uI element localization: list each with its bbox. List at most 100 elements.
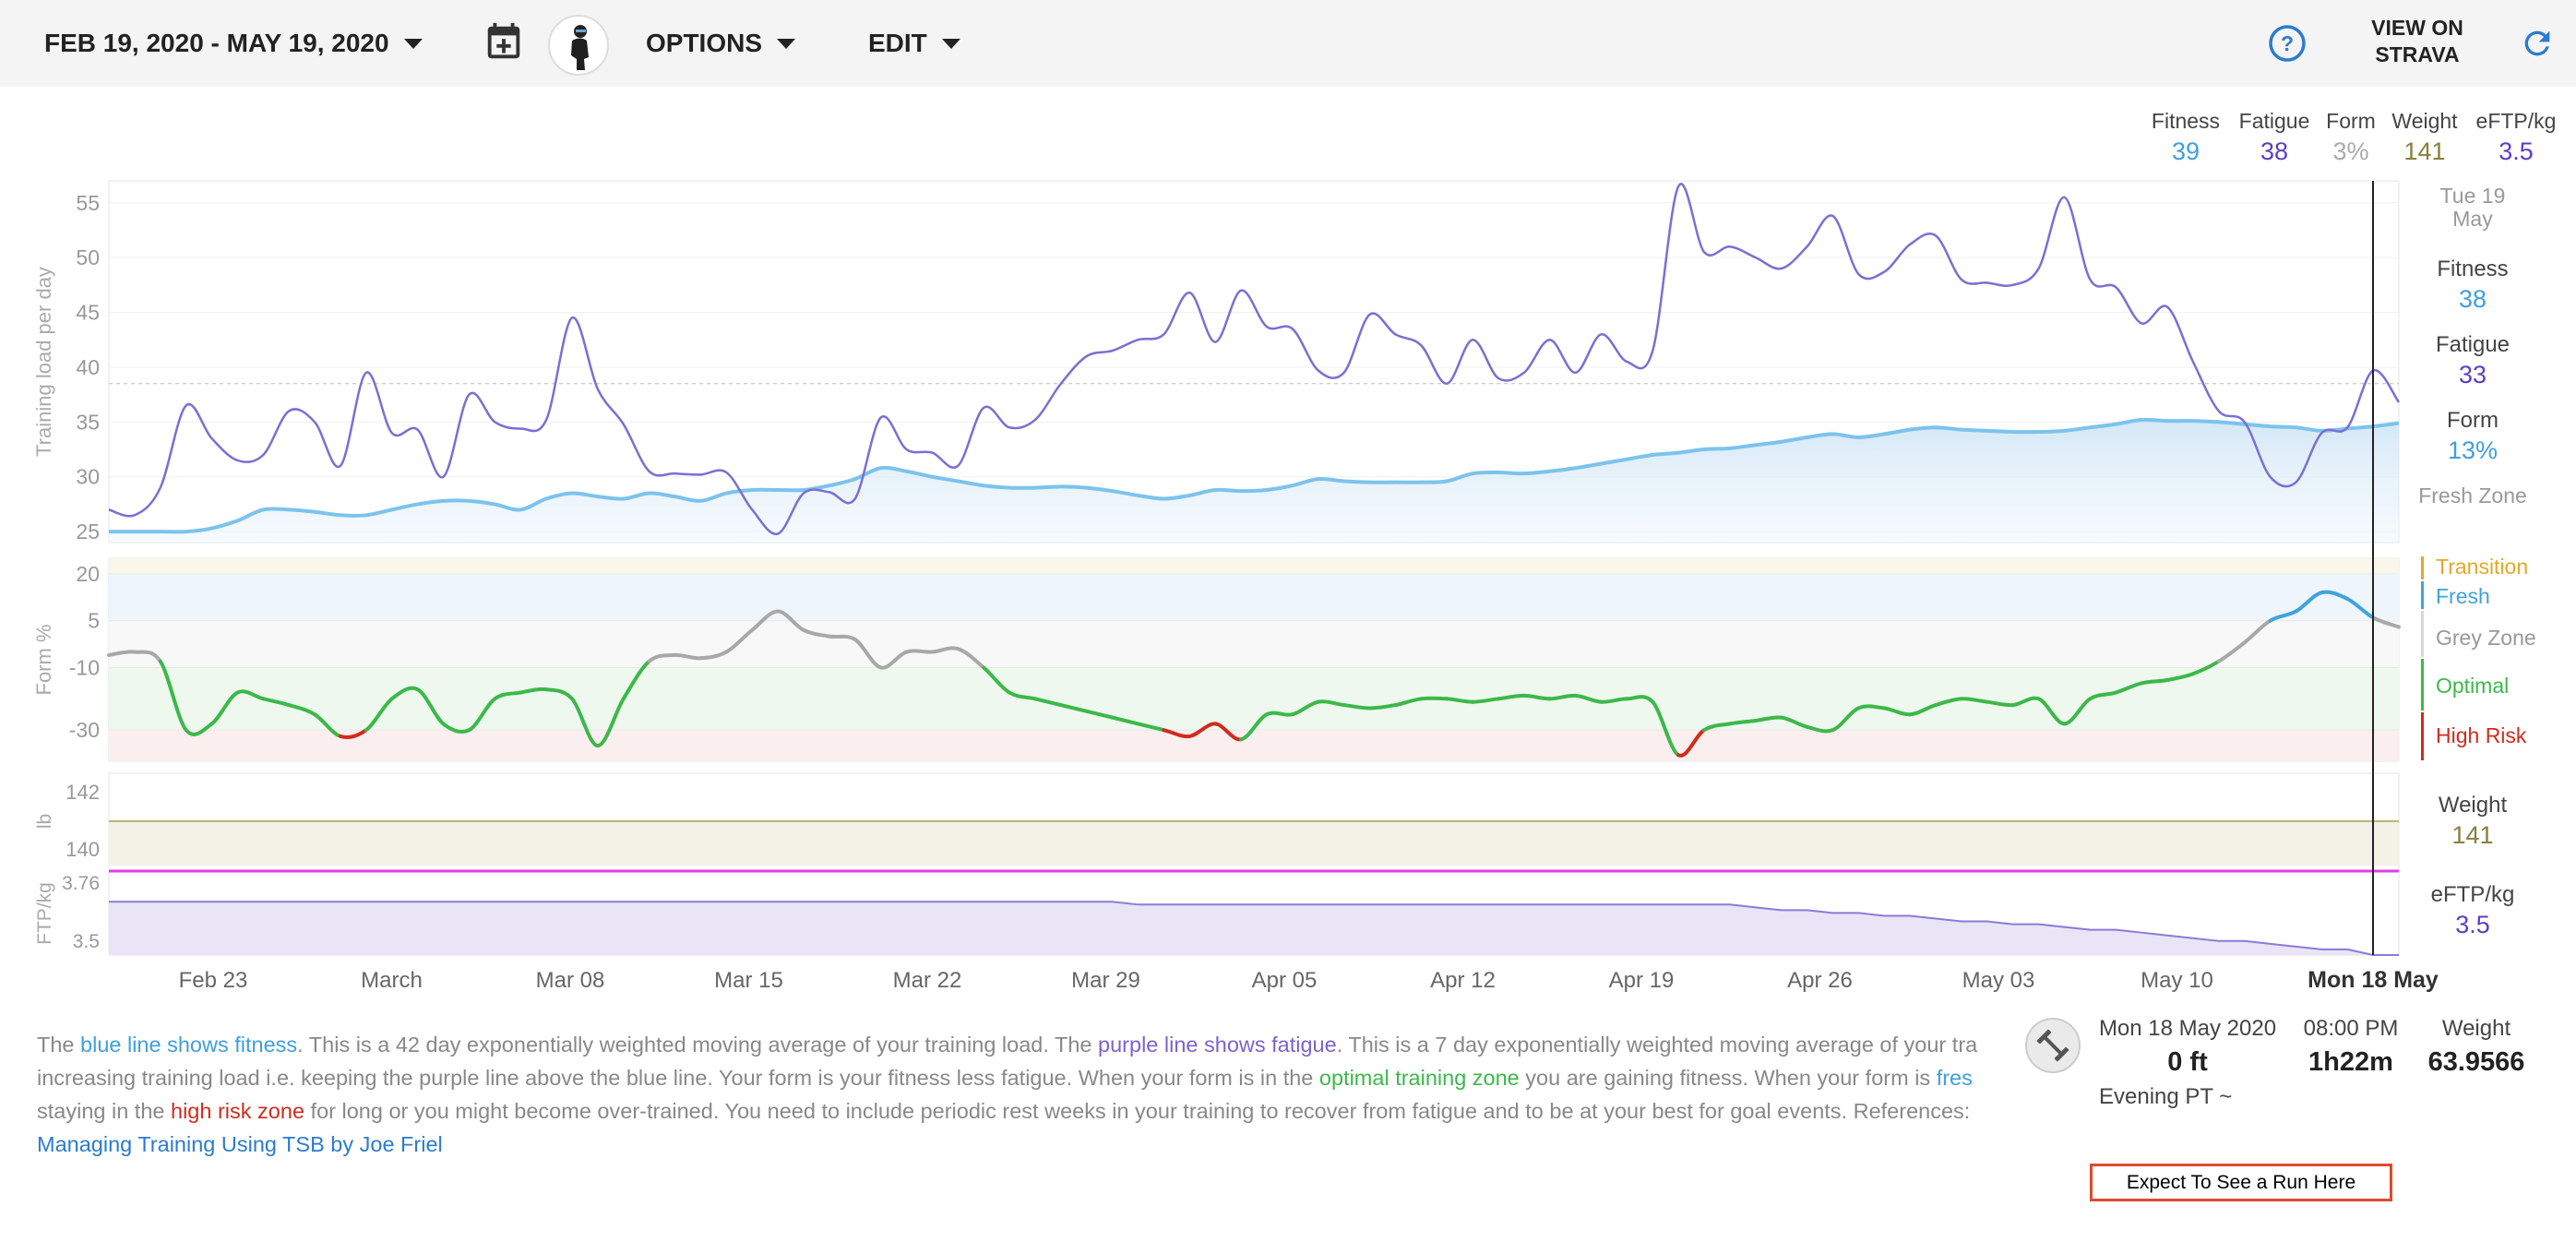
weight-tick-label: 142 bbox=[66, 781, 100, 804]
form-series-segment bbox=[2371, 615, 2401, 629]
description-text: for long or you might become over-traine… bbox=[304, 1099, 1971, 1123]
form-series-segment bbox=[2088, 690, 2118, 701]
form-series-segment bbox=[1187, 722, 1218, 738]
form-series-segment bbox=[750, 609, 781, 632]
description-text: The bbox=[37, 1033, 81, 1057]
form-series-segment bbox=[261, 697, 292, 708]
x-tick-label: Feb 23 bbox=[179, 968, 248, 993]
side-form-label: Form bbox=[2447, 408, 2498, 433]
load-tick-label: 25 bbox=[76, 520, 100, 543]
form-series-segment bbox=[1779, 715, 1809, 729]
side-weight-label: Weight bbox=[2439, 793, 2508, 818]
form-series-segment bbox=[878, 650, 909, 670]
side-weight-value: 141 bbox=[2451, 821, 2493, 849]
form-series-segment bbox=[1393, 697, 1424, 708]
form-tick-label: 20 bbox=[76, 562, 100, 586]
zone-grey-label: Grey Zone bbox=[2436, 626, 2536, 650]
load-tick-label: 35 bbox=[76, 410, 100, 434]
form-series-segment bbox=[1985, 699, 2015, 708]
activity-time-block: 08:00 PM 1h22m bbox=[2300, 1016, 2402, 1078]
load-tick-label: 55 bbox=[76, 191, 100, 215]
expect-run-button[interactable]: Expect To See a Run Here bbox=[2090, 1164, 2392, 1201]
form-series-segment bbox=[2345, 597, 2376, 620]
side-eftp-value: 3.5 bbox=[2455, 911, 2490, 938]
form-series-segment bbox=[1213, 722, 1244, 742]
form-series-segment bbox=[389, 686, 420, 701]
edit-dropdown[interactable]: EDIT bbox=[868, 0, 960, 87]
form-zone-band bbox=[109, 667, 2399, 731]
dumbbell-icon bbox=[2025, 1018, 2081, 1073]
form-series-segment bbox=[724, 627, 755, 654]
form-series-segment bbox=[621, 659, 651, 701]
options-dropdown[interactable]: OPTIONS bbox=[646, 0, 796, 87]
high-risk-zone-text: high risk zone bbox=[171, 1099, 305, 1123]
form-series-segment bbox=[1008, 690, 1037, 701]
description-line-1: The blue line shows fitness. This is a 4… bbox=[37, 1028, 2002, 1061]
joe-friel-link[interactable]: Managing Training Using TSB by Joe Friel bbox=[37, 1132, 443, 1156]
form-series-segment bbox=[544, 687, 574, 701]
ftp-tick-label: 3.5 bbox=[73, 931, 100, 952]
date-range-label: FEB 19, 2020 - MAY 19, 2020 bbox=[44, 29, 389, 57]
description-text: staying in the bbox=[37, 1099, 172, 1123]
form-zone-band bbox=[109, 558, 2399, 574]
form-series-segment bbox=[1032, 697, 1063, 708]
summary-fatigue-value: 38 bbox=[2260, 137, 2288, 165]
summary-weight-value: 141 bbox=[2403, 137, 2445, 165]
form-series-segment bbox=[107, 650, 137, 657]
form-series-segment bbox=[493, 690, 523, 701]
activity-info[interactable]: Mon 18 May 2020 0 ft 08:00 PM 1h22m Weig… bbox=[2025, 1010, 2576, 1121]
form-series-segment bbox=[441, 722, 471, 734]
ftp-axis-label: FTP/kg bbox=[34, 882, 55, 945]
view-on-strava-button[interactable]: VIEW ON STRAVA bbox=[2343, 15, 2491, 68]
form-tick-label: -10 bbox=[69, 655, 100, 679]
load-axis-label: Training load per day bbox=[32, 267, 55, 457]
x-tick-label: May 10 bbox=[2141, 968, 2213, 993]
form-zone-band bbox=[109, 573, 2399, 621]
activity-weight-block: Weight 63.9566 bbox=[2416, 1016, 2536, 1078]
form-series-segment bbox=[1521, 693, 1552, 701]
view-on-label: VIEW ON bbox=[2371, 16, 2463, 40]
chart-description: The blue line shows fitness. This is a 4… bbox=[37, 1028, 2002, 1166]
side-zone: Fresh Zone bbox=[2418, 484, 2527, 508]
load-tick-label: 30 bbox=[76, 465, 100, 489]
form-series-segment bbox=[1573, 693, 1604, 704]
svg-text:?: ? bbox=[2281, 31, 2294, 55]
form-series-segment bbox=[1342, 703, 1372, 711]
description-text: increasing training load i.e. keeping th… bbox=[37, 1066, 1319, 1090]
form-series-segment bbox=[673, 652, 703, 661]
x-tick-label: Mar 08 bbox=[536, 968, 605, 993]
form-series-segment bbox=[1831, 706, 1861, 733]
form-series-segment bbox=[647, 652, 677, 663]
summary-form-label: Form bbox=[2326, 109, 2376, 133]
summary-eftp-value: 3.5 bbox=[2498, 137, 2534, 165]
summary-fatigue-label: Fatigue bbox=[2239, 109, 2310, 133]
form-series-segment bbox=[467, 697, 497, 733]
x-tick-label: Mar 29 bbox=[1071, 968, 1140, 993]
avatar[interactable] bbox=[548, 15, 609, 76]
help-icon[interactable]: ? bbox=[2268, 24, 2307, 63]
summary-form-value: 3% bbox=[2332, 137, 2368, 165]
form-series-segment bbox=[1445, 697, 1475, 704]
date-range-dropdown[interactable]: FEB 19, 2020 - MAY 19, 2020 bbox=[44, 0, 423, 87]
form-series-segment bbox=[2190, 659, 2221, 676]
x-tick-label: Apr 19 bbox=[1609, 968, 1675, 993]
activity-duration: 1h22m bbox=[2308, 1047, 2393, 1077]
form-series-segment bbox=[1805, 724, 1835, 734]
form-series-segment bbox=[2294, 591, 2324, 614]
form-series-segment bbox=[415, 687, 446, 726]
side-eftp-label: eFTP/kg bbox=[2431, 882, 2515, 907]
chevron-down-icon bbox=[403, 38, 423, 49]
edit-label: EDIT bbox=[868, 29, 927, 57]
calendar-add-icon[interactable] bbox=[483, 21, 525, 64]
form-tick-label: -30 bbox=[69, 718, 100, 742]
zone-optimal-label: Optimal bbox=[2436, 674, 2509, 698]
fresh-zone-text: fres bbox=[1936, 1066, 1973, 1090]
description-text: . This is a 42 day exponentially weighte… bbox=[297, 1033, 1099, 1057]
side-fatigue-value: 33 bbox=[2459, 361, 2487, 388]
form-series-segment bbox=[1058, 703, 1089, 713]
summary-fitness-label: Fitness bbox=[2152, 109, 2220, 133]
description-line-4: Managing Training Using TSB by Joe Friel bbox=[37, 1128, 2002, 1161]
activity-name: Evening PT ~ bbox=[2099, 1084, 2233, 1109]
summary-fitness-value: 39 bbox=[2172, 137, 2200, 165]
